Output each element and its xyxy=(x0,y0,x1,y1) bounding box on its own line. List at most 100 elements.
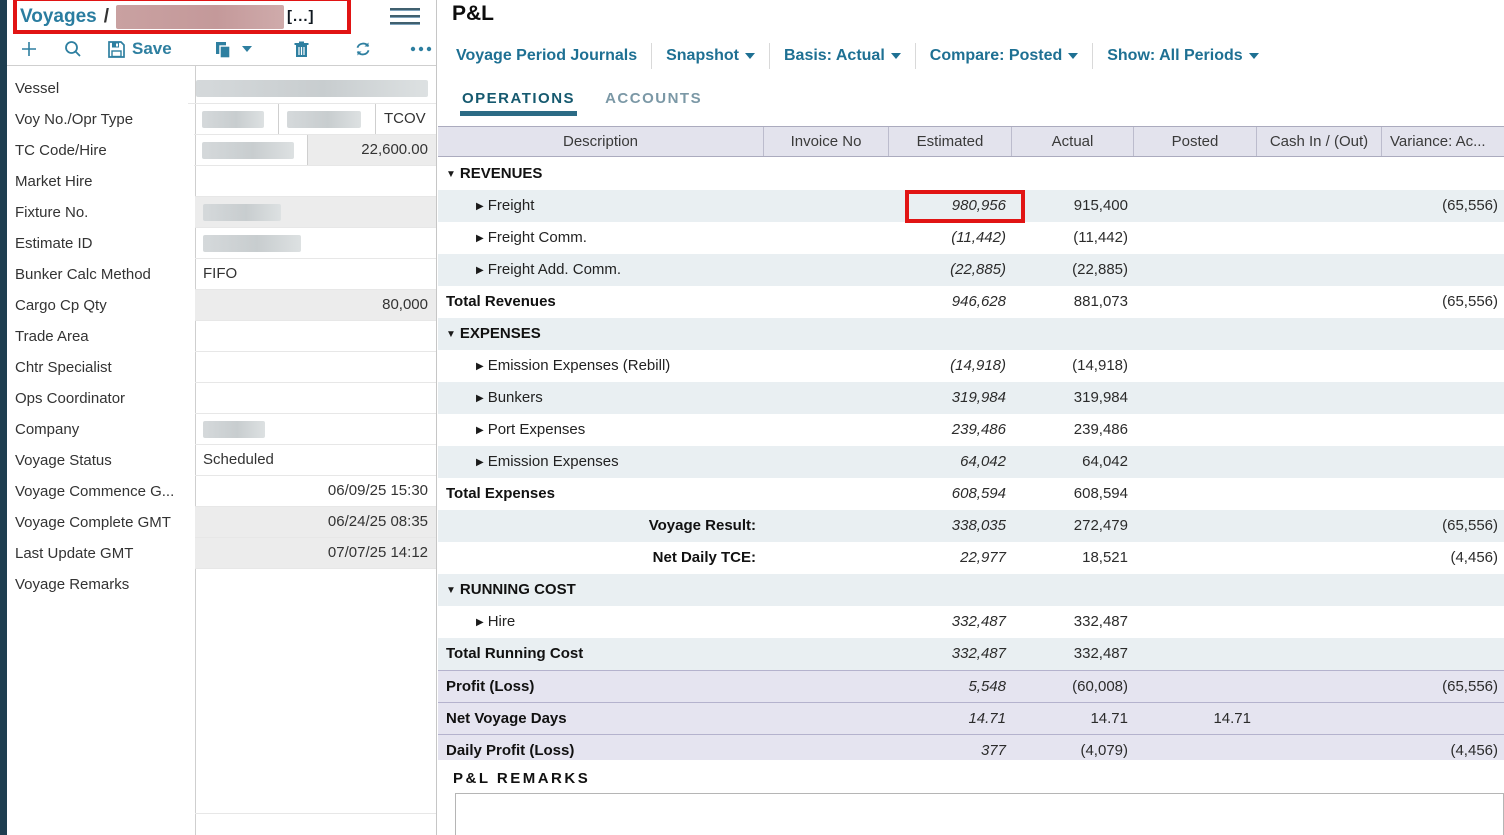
field-input[interactable] xyxy=(195,414,436,444)
copy-button[interactable] xyxy=(202,33,264,65)
estimated-value: 332,487 xyxy=(951,613,1006,630)
collapse-triangle-icon[interactable]: ▼ xyxy=(446,169,456,180)
voyage-form: Vessel Voy No./Opr Type TCOV TC Code/Hire 22… xyxy=(7,66,436,835)
field-input[interactable] xyxy=(188,73,436,103)
pnl-toolbar-item[interactable]: Basis: Actual xyxy=(770,47,915,65)
column-header[interactable]: Cash In / (Out) xyxy=(1257,127,1382,156)
copy-icon xyxy=(215,41,231,59)
field-value: 06/09/25 15:30 xyxy=(327,482,428,499)
field-input[interactable]: 22,600.00 xyxy=(307,135,436,165)
table-row[interactable]: ▶ Port Expenses 239,486 239,486 xyxy=(438,414,1504,446)
column-header[interactable]: Posted xyxy=(1134,127,1257,156)
field-input[interactable] xyxy=(195,228,436,258)
actual-value: 881,073 xyxy=(1073,293,1128,310)
field-input[interactable]: 06/24/25 08:35 xyxy=(195,507,436,537)
expand-triangle-icon[interactable]: ▶ xyxy=(476,457,484,468)
expand-triangle-icon[interactable]: ▶ xyxy=(476,425,484,436)
row-label: ▶ Port Expenses xyxy=(476,421,586,438)
pnl-panel: P&L Voyage Period Journals Snapshot Basis:… xyxy=(438,0,1504,835)
field-cells: FIFO xyxy=(195,259,436,290)
column-header[interactable]: Actual xyxy=(1012,127,1134,156)
chevron-down-icon xyxy=(1068,53,1079,59)
row-label: Total Expenses xyxy=(446,485,555,502)
field-input[interactable]: 07/07/25 14:12 xyxy=(195,538,436,568)
refresh-button[interactable] xyxy=(341,33,385,65)
expand-triangle-icon[interactable]: ▶ xyxy=(476,617,484,628)
table-row[interactable]: ▶ Freight 980,956 915,400 (65,556) xyxy=(438,190,1504,222)
more-button[interactable] xyxy=(397,33,445,65)
field-input[interactable] xyxy=(195,569,436,813)
pnl-remarks-input[interactable] xyxy=(455,793,1504,835)
field-cells: 06/09/25 15:30 xyxy=(195,476,436,507)
form-row: Voyage Complete GMT 06/24/25 08:35 xyxy=(7,507,436,538)
table-row[interactable]: ▶ Freight Comm. (11,442) (11,442) xyxy=(438,222,1504,254)
actual-value: 14.71 xyxy=(1090,710,1128,727)
column-header[interactable]: Estimated xyxy=(889,127,1012,156)
form-row: Voyage Commence G... 06/09/25 15:30 xyxy=(7,476,436,507)
field-input[interactable]: FIFO xyxy=(195,259,436,289)
column-header[interactable]: Variance: Ac... xyxy=(1390,133,1486,150)
field-input[interactable]: Scheduled xyxy=(195,445,436,475)
form-row: Fixture No. xyxy=(7,197,436,228)
field-input[interactable]: 06/09/25 15:30 xyxy=(195,476,436,506)
actual-value: (22,885) xyxy=(1072,261,1128,278)
estimated-value: 377 xyxy=(980,742,1006,759)
pnl-toolbar-item[interactable]: Voyage Period Journals xyxy=(442,47,651,65)
field-input[interactable] xyxy=(195,197,436,227)
expand-triangle-icon[interactable]: ▶ xyxy=(476,201,484,212)
field-cells: 80,000 xyxy=(195,290,436,321)
pnl-toolbar-item[interactable]: Snapshot xyxy=(652,47,769,65)
pnl-toolbar-item[interactable]: Show: All Periods xyxy=(1093,47,1272,65)
column-header[interactable]: Description xyxy=(438,127,764,156)
table-row[interactable]: ▶ Emission Expenses (Rebill) (14,918) (14,9… xyxy=(438,350,1504,382)
variance-value: (65,556) xyxy=(1442,517,1498,534)
expand-triangle-icon[interactable]: ▶ xyxy=(476,233,484,244)
estimated-value: 980,956 xyxy=(951,197,1006,214)
collapse-triangle-icon[interactable]: ▼ xyxy=(446,585,456,596)
field-label: Voyage Status xyxy=(15,452,112,469)
field-input[interactable] xyxy=(195,321,436,351)
tab-operations[interactable]: OPERATIONS xyxy=(459,90,578,116)
form-divider xyxy=(195,66,196,835)
voyage-panel-header: Voyages / [...] xyxy=(7,0,436,34)
collapse-triangle-icon[interactable]: ▼ xyxy=(446,329,456,340)
estimated-value: 14.71 xyxy=(968,710,1006,727)
field-input[interactable] xyxy=(195,166,436,196)
search-button[interactable] xyxy=(51,33,95,65)
field-input[interactable] xyxy=(195,383,436,413)
field-input[interactable] xyxy=(194,135,307,165)
actual-value: 319,984 xyxy=(1073,389,1128,406)
row-label: ▼ REVENUES xyxy=(446,165,543,182)
expand-triangle-icon[interactable]: ▶ xyxy=(476,393,484,404)
field-input[interactable] xyxy=(278,104,375,134)
field-value: Scheduled xyxy=(203,451,274,468)
table-row[interactable]: ▶ Bunkers 319,984 319,984 xyxy=(438,382,1504,414)
tab-accounts[interactable]: ACCOUNTS xyxy=(605,90,703,107)
delete-button[interactable] xyxy=(280,33,323,65)
table-row[interactable]: ▶ Emission Expenses 64,042 64,042 xyxy=(438,446,1504,478)
row-label: Total Running Cost xyxy=(446,645,584,662)
pnl-toolbar-item[interactable]: Compare: Posted xyxy=(916,47,1092,65)
field-input[interactable]: TCOV xyxy=(375,104,436,134)
search-icon xyxy=(65,41,81,57)
expand-triangle-icon[interactable]: ▶ xyxy=(476,265,484,276)
expand-triangle-icon[interactable]: ▶ xyxy=(476,361,484,372)
save-button[interactable]: Save xyxy=(95,33,184,65)
field-input[interactable]: 80,000 xyxy=(195,290,436,320)
field-input[interactable] xyxy=(195,352,436,382)
voyages-breadcrumb[interactable]: Voyages xyxy=(20,5,97,27)
row-label: ▶ Freight xyxy=(476,197,535,214)
column-header[interactable]: Invoice No xyxy=(764,127,889,156)
field-input[interactable] xyxy=(194,104,278,134)
table-row: Total Revenues 946,628 881,073 (65,556) xyxy=(438,286,1504,318)
table-row[interactable]: ▶ Hire 332,487 332,487 xyxy=(438,606,1504,638)
add-button[interactable] xyxy=(7,33,51,65)
row-label: ▶ Emission Expenses xyxy=(476,453,619,470)
menu-icon[interactable] xyxy=(390,8,420,25)
table-row: Net Daily TCE: 22,977 18,521 (4,456) xyxy=(438,542,1504,574)
table-row[interactable]: ▶ Freight Add. Comm. (22,885) (22,885) xyxy=(438,254,1504,286)
pnl-table-header: Description Invoice No Estimated Actual Post… xyxy=(438,126,1504,157)
pnl-remarks-title: P&L REMARKS xyxy=(453,770,591,787)
field-label: Vessel xyxy=(15,80,60,97)
field-value: TCOV xyxy=(384,110,426,127)
